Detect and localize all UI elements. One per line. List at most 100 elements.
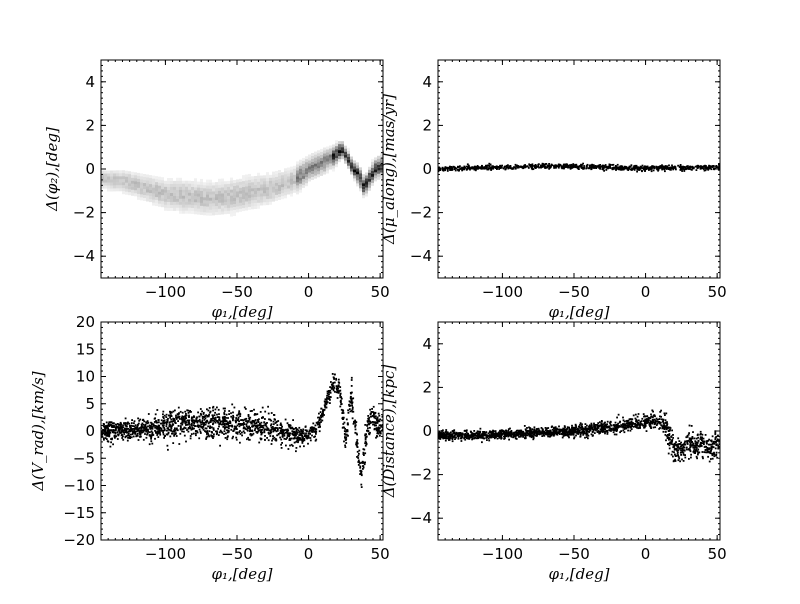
phi2-cell (320, 149, 323, 152)
phi2-cell (290, 173, 293, 176)
phi2-cell (209, 207, 212, 210)
vrad-point (290, 425, 292, 427)
panel-phi2-xlabel: φ₁,[deg] (211, 303, 272, 321)
phi2-cell (155, 185, 158, 188)
phi2-cell (224, 208, 227, 211)
mu-along-point (631, 164, 633, 166)
mu-along-point (496, 167, 498, 169)
phi2-cell (161, 180, 164, 183)
mu-along-point (555, 167, 557, 169)
phi2-cell (149, 181, 152, 184)
distance-point (488, 440, 490, 442)
mu-along-point (642, 165, 644, 167)
vrad-point (336, 388, 338, 390)
phi2-cell (260, 188, 263, 191)
phi2-cell (347, 160, 350, 163)
vrad-point (138, 430, 140, 432)
mu-along-point (680, 166, 682, 168)
phi2-cell (314, 164, 317, 167)
vrad-point (166, 414, 168, 416)
phi2-cell (296, 179, 299, 182)
phi2-cell (260, 197, 263, 200)
vrad-point (126, 425, 128, 427)
vrad-point (244, 418, 246, 420)
phi2-cell (221, 212, 224, 215)
vrad-point (229, 421, 231, 423)
phi2-cell (359, 173, 362, 176)
phi2-cell (260, 200, 263, 203)
phi2-cell (323, 157, 326, 160)
vrad-point (267, 406, 269, 408)
phi2-cell (143, 174, 146, 177)
mu-along-point (515, 166, 517, 168)
mu-along-point (615, 169, 617, 171)
phi2-cell (275, 198, 278, 201)
phi2-cell (119, 182, 122, 185)
mu-along-point (586, 166, 588, 168)
distance-point (571, 425, 573, 427)
phi2-cell (248, 192, 251, 195)
phi2-cell (239, 194, 242, 197)
phi2-cell (263, 181, 266, 184)
vrad-point (373, 415, 375, 417)
mu-along-point (688, 167, 690, 169)
vrad-point (358, 462, 360, 464)
vrad-point (121, 437, 123, 439)
phi2-cell (188, 211, 191, 214)
vrad-point (180, 411, 182, 413)
phi2-cell (167, 178, 170, 181)
phi2-cell (167, 205, 170, 208)
phi2-cell (170, 196, 173, 199)
phi2-cell (305, 168, 308, 171)
vrad-point (138, 420, 140, 422)
phi2-cell (263, 199, 266, 202)
mu-along-point (579, 165, 581, 167)
vrad-point (216, 420, 218, 422)
vrad-point (350, 410, 352, 412)
phi2-cell (140, 191, 143, 194)
phi2-cell (347, 166, 350, 169)
vrad-point (164, 415, 166, 417)
distance-point (607, 433, 609, 435)
phi2-cell (122, 185, 125, 188)
phi2-cell (341, 156, 344, 159)
phi2-cell (131, 172, 134, 175)
mu-along-point (587, 167, 589, 169)
vrad-point (234, 426, 236, 428)
phi2-cell (284, 174, 287, 177)
phi2-cell (317, 162, 320, 165)
mu-along-point (453, 166, 455, 168)
distance-point (524, 425, 526, 427)
vrad-point (122, 439, 124, 441)
distance-point (713, 454, 715, 456)
vrad-point (190, 411, 192, 413)
vrad-point (158, 421, 160, 423)
vrad-point (235, 417, 237, 419)
phi2-cell (356, 183, 359, 186)
vrad-point (368, 423, 370, 425)
phi2-cell (314, 155, 317, 158)
phi2-cell (272, 172, 275, 175)
phi2-cell (362, 174, 365, 177)
mu-along-point (466, 166, 468, 168)
panel-vrad-ylabel: Δ(V_rad),[km/s] (29, 371, 47, 491)
vrad-point (319, 424, 321, 426)
vrad-point (190, 438, 192, 440)
phi2-cell (203, 182, 206, 185)
phi2-cell (269, 187, 272, 190)
phi2-cell (206, 183, 209, 186)
vrad-point (169, 424, 171, 426)
vrad-point (166, 430, 168, 432)
vrad-point (288, 448, 290, 450)
phi2-cell (134, 172, 137, 175)
phi2-cell (194, 193, 197, 196)
vrad-point (371, 408, 373, 410)
phi2-cell (263, 187, 266, 190)
phi2-cell (173, 208, 176, 211)
vrad-point (164, 422, 166, 424)
mu-along-point (518, 166, 520, 168)
vrad-point (260, 438, 262, 440)
phi2-cell (275, 180, 278, 183)
phi2-cell (272, 178, 275, 181)
vrad-point (138, 439, 140, 441)
